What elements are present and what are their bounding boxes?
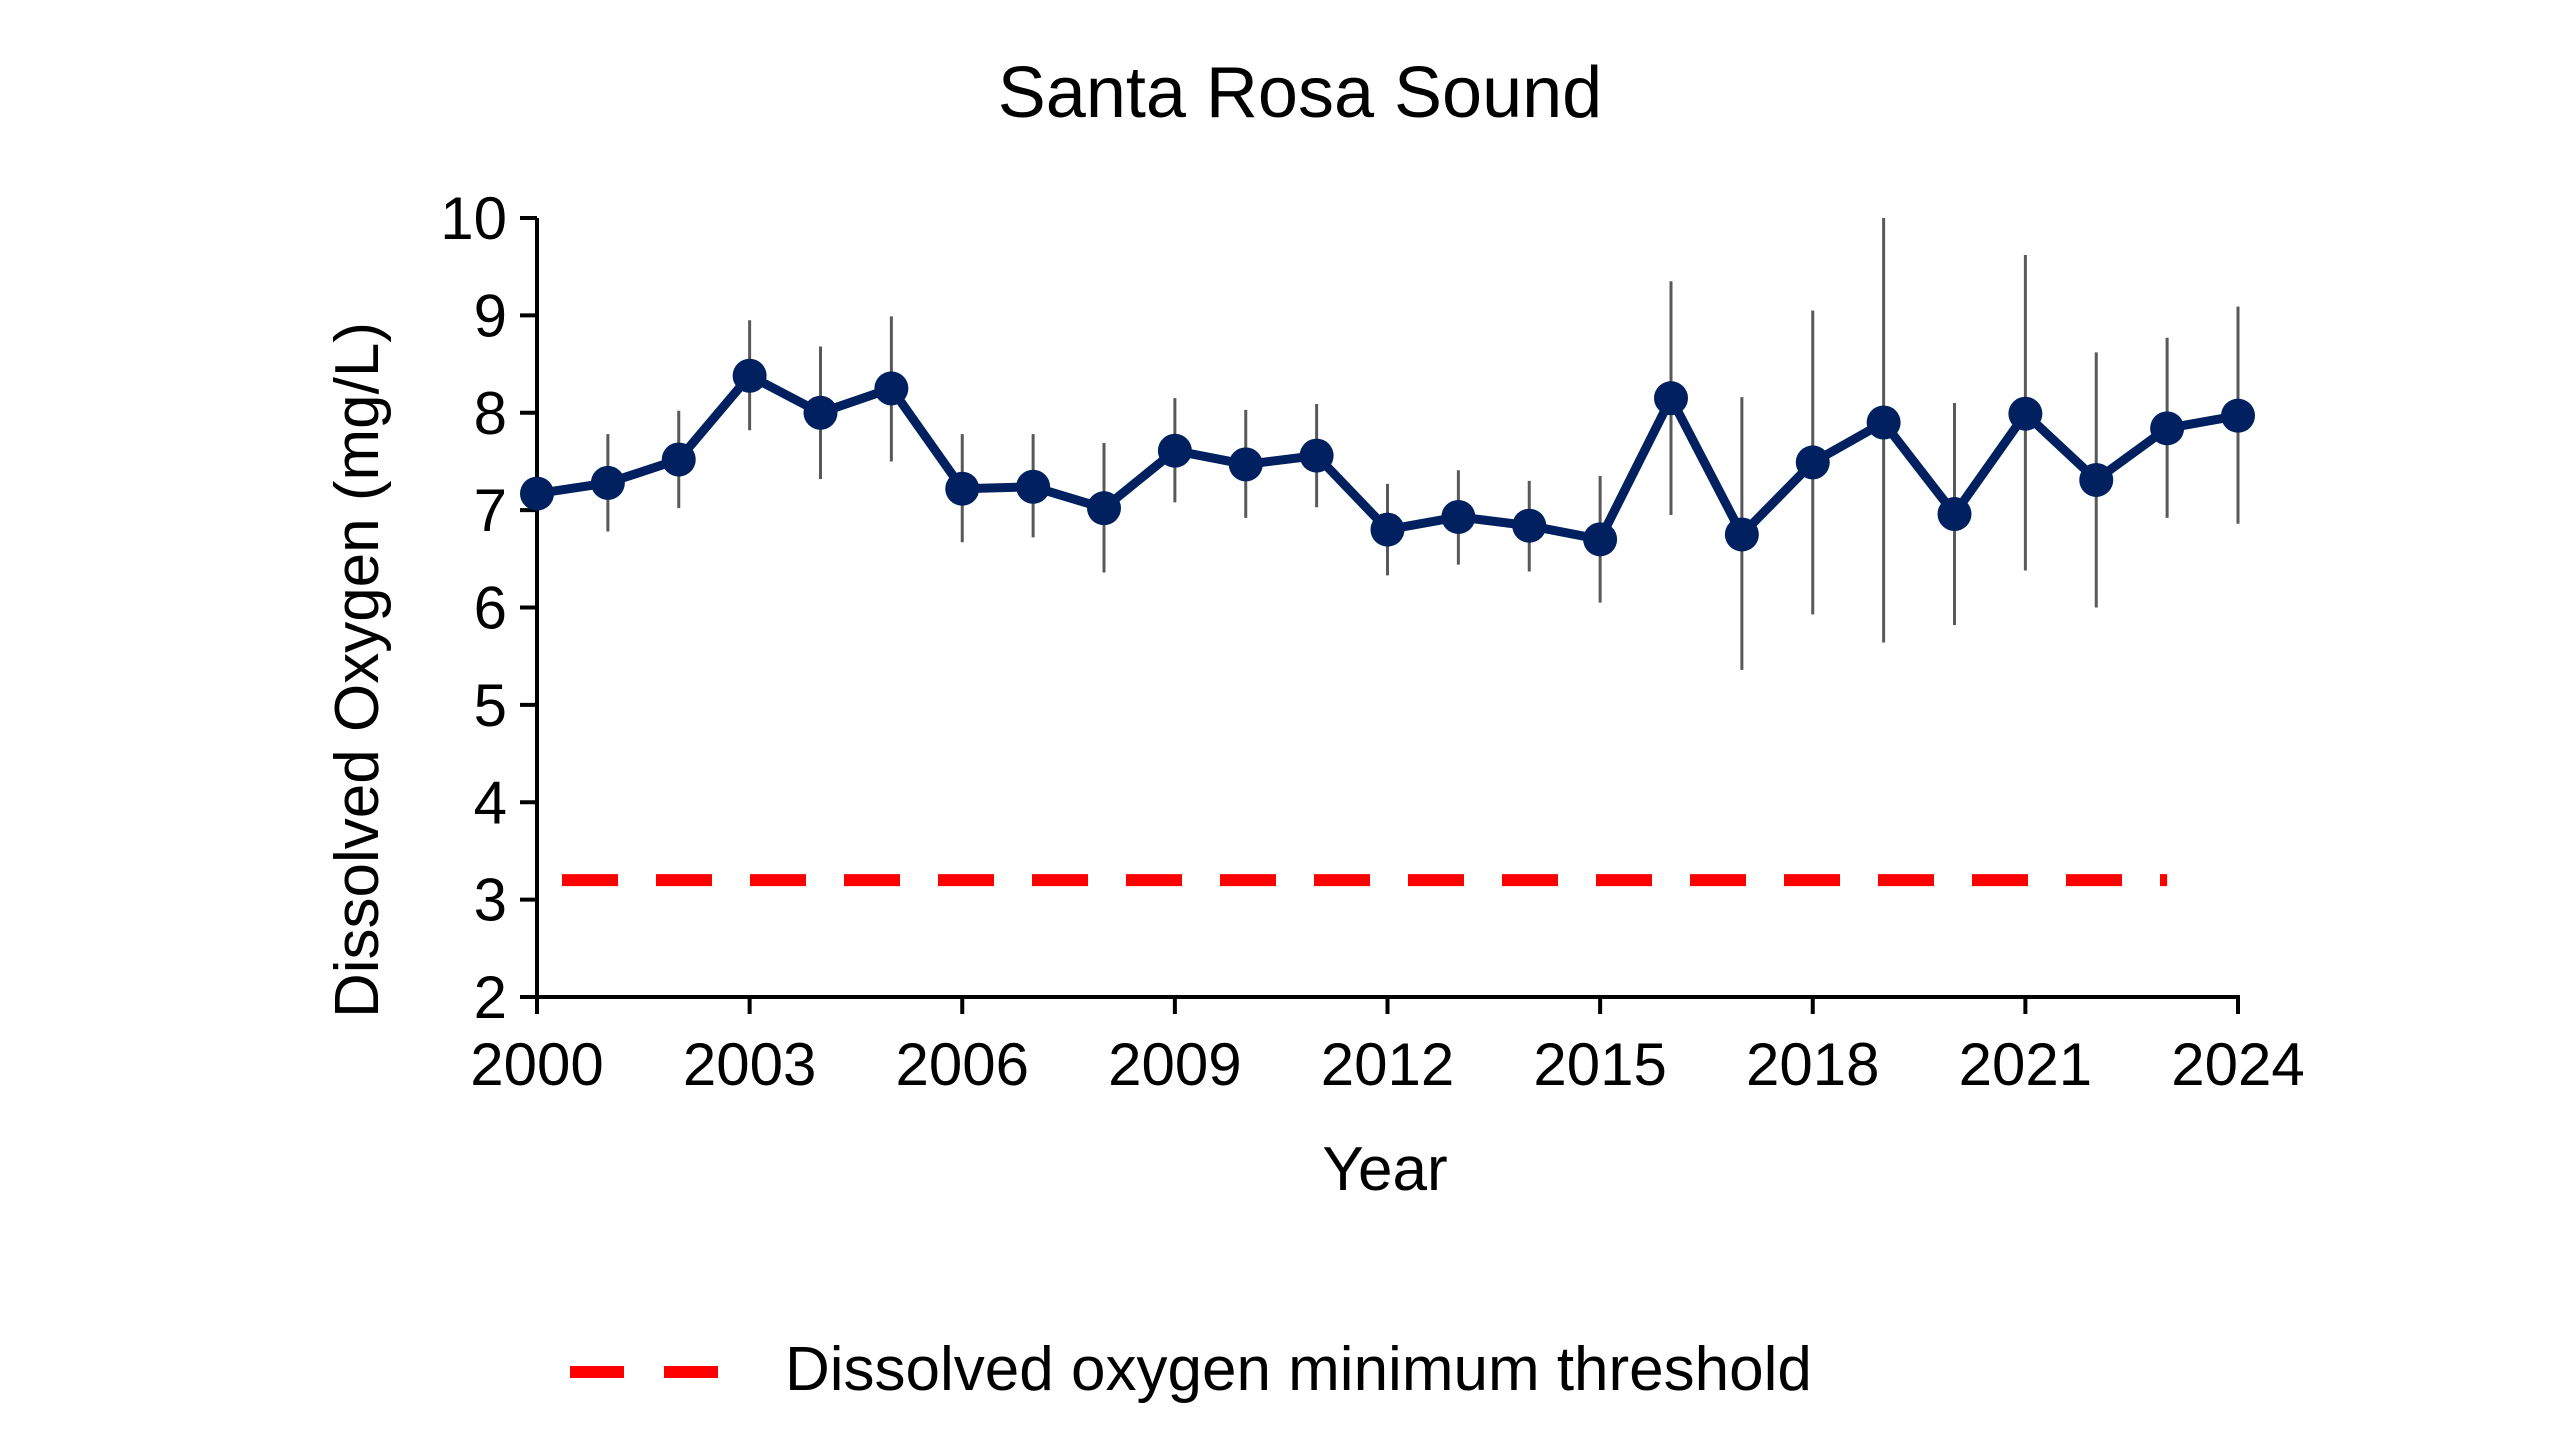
data-point [1583, 522, 1618, 557]
data-point [945, 471, 980, 506]
chart-title: Santa Rosa Sound [998, 53, 1602, 133]
y-axis-label: Dissolved Oxygen (mg/L) [323, 322, 392, 1018]
series-layer [520, 358, 2255, 557]
x-tick-label: 2015 [1533, 1031, 1666, 1098]
data-point [2150, 411, 2185, 446]
data-point [1228, 447, 1263, 482]
x-tick-label: 2021 [1959, 1031, 2092, 1098]
x-tick-label: 2018 [1746, 1031, 1879, 1098]
y-tick-label: 2 [474, 964, 507, 1031]
y-tick-label: 7 [474, 477, 507, 544]
data-point [1299, 438, 1334, 473]
data-point [1795, 445, 1830, 480]
data-point [2079, 462, 2114, 497]
data-point [1370, 512, 1405, 547]
y-tick-label: 9 [474, 282, 507, 349]
data-point [1157, 433, 1192, 468]
legend: Dissolved oxygen minimum threshold [570, 1335, 1812, 1404]
data-point [590, 465, 625, 500]
data-point [1441, 499, 1476, 534]
data-point [1866, 405, 1901, 440]
axes [520, 216, 2240, 1014]
data-point [1087, 491, 1121, 526]
x-axis-label: Year [1322, 1135, 1447, 1204]
data-point [1724, 517, 1759, 552]
data-point [732, 358, 767, 393]
y-tick-label: 4 [474, 769, 507, 836]
data-point [2221, 398, 2255, 433]
data-point [520, 476, 554, 511]
y-tick-label: 6 [474, 575, 507, 642]
legend-label-threshold: Dissolved oxygen minimum threshold [785, 1335, 1812, 1404]
y-tick-label: 3 [474, 867, 507, 934]
error-bars [535, 218, 2240, 670]
data-point [803, 395, 838, 430]
y-tick-label: 10 [440, 185, 507, 252]
x-tick-label: 2000 [470, 1031, 603, 1098]
tick-labels: 2 3 4 5 6 7 8 9 10 2000 2003 2006 2009 2012 2015 2018 20… [440, 185, 2304, 1098]
data-point [1512, 508, 1547, 543]
data-point [661, 442, 696, 477]
y-tick-label: 5 [474, 672, 507, 739]
data-point [1654, 381, 1688, 416]
x-tick-label: 2003 [683, 1031, 816, 1098]
data-point [1937, 497, 1972, 532]
x-tick-label: 2012 [1321, 1031, 1454, 1098]
y-tick-label: 8 [474, 380, 507, 447]
x-tick-label: 2009 [1108, 1031, 1241, 1098]
data-point [874, 371, 909, 406]
x-tick-label: 2006 [896, 1031, 1029, 1098]
x-tick-label: 2024 [2171, 1031, 2304, 1098]
data-point [2008, 396, 2043, 431]
data-point [1016, 469, 1051, 504]
